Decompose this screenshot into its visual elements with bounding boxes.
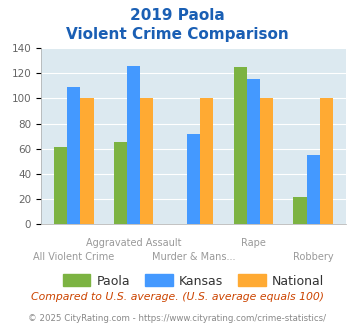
Bar bbox=[307, 155, 320, 224]
Bar bbox=[260, 98, 273, 224]
Bar bbox=[114, 143, 127, 224]
Bar bbox=[247, 80, 260, 224]
Text: Aggravated Assault: Aggravated Assault bbox=[86, 238, 181, 248]
Text: Robbery: Robbery bbox=[293, 252, 333, 262]
Bar bbox=[294, 197, 307, 224]
Text: 2019 Paola: 2019 Paola bbox=[130, 8, 225, 23]
Bar bbox=[67, 87, 80, 224]
Bar bbox=[80, 98, 93, 224]
Text: Rape: Rape bbox=[241, 238, 266, 248]
Text: All Violent Crime: All Violent Crime bbox=[33, 252, 114, 262]
Bar bbox=[320, 98, 333, 224]
Bar bbox=[54, 148, 67, 224]
Bar bbox=[140, 98, 153, 224]
Text: © 2025 CityRating.com - https://www.cityrating.com/crime-statistics/: © 2025 CityRating.com - https://www.city… bbox=[28, 314, 327, 323]
Text: Violent Crime Comparison: Violent Crime Comparison bbox=[66, 27, 289, 42]
Bar bbox=[127, 65, 140, 224]
Legend: Paola, Kansas, National: Paola, Kansas, National bbox=[58, 270, 329, 293]
Bar bbox=[200, 98, 213, 224]
Text: Compared to U.S. average. (U.S. average equals 100): Compared to U.S. average. (U.S. average … bbox=[31, 292, 324, 302]
Bar bbox=[187, 134, 200, 224]
Bar bbox=[234, 67, 247, 224]
Text: Murder & Mans...: Murder & Mans... bbox=[152, 252, 235, 262]
